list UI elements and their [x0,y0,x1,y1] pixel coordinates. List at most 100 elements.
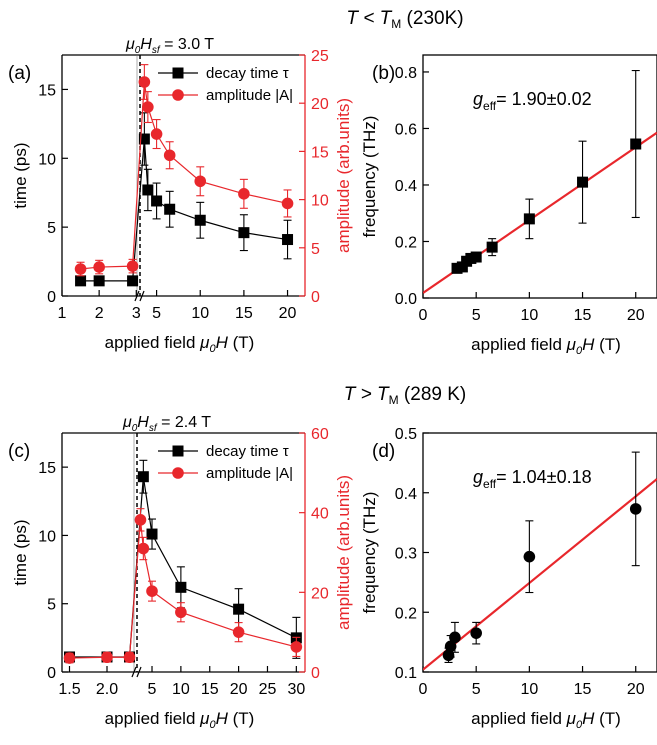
y-axis-label-right: amplitude (arb.units) [334,475,353,630]
series-amplitude [63,508,303,664]
y-tick-label-right: 20 [311,96,329,113]
panel-label: (c) [8,441,30,462]
y-tick-label-right: 60 [311,426,329,443]
y-tick-label-right: 10 [311,193,329,210]
y-tick-label: 0.4 [395,486,417,503]
y-tick-label: 0.2 [395,234,417,251]
x-tick-label: 20 [279,305,297,322]
axis-break-mark-1 [131,666,137,678]
panel-label: (a) [8,63,31,84]
data-point [138,76,151,88]
data-point [238,188,250,200]
data-point [93,261,105,273]
y-axis-label-left: time (ps) [11,519,30,585]
panel-d: 0.1 0.2 0.3 0.4 0.5 0 5 10 15 20 frequency (THz) ap… [360,426,657,731]
data-point [449,631,461,644]
legend-marker [172,67,184,79]
y-tick-label-right: 0 [311,289,320,306]
y-axis-label-right: amplitude (arb.units) [334,98,353,253]
data-point [146,585,158,597]
y-tick-label-left: 5 [47,597,56,614]
y-tick-label: 0.2 [395,605,417,622]
data-point [63,652,76,664]
data-point [238,227,250,239]
y-tick-label: 0.0 [395,291,417,308]
data-point [142,101,154,113]
legend-label: decay time τ [206,443,289,460]
x-tick-label: 15 [235,305,253,322]
data-point [151,195,163,207]
y-axis-label: frequency (THz) [360,116,379,238]
x-tick-label: 20 [230,681,248,698]
series-line [80,81,288,270]
data-point [175,581,187,593]
legend-label: amplitude |A| [206,87,293,104]
data-point [123,651,136,664]
data-point [281,197,294,210]
panel-b: 0.0 0.2 0.4 0.6 0.8 0 5 10 15 20 frequency (THz) ap… [360,54,657,357]
series-amplitude [74,64,294,277]
y-tick-label-right: 15 [311,144,329,161]
data-point [194,214,206,226]
y-tick-label-left: 5 [47,220,56,237]
x-tick-label: 15 [574,681,592,698]
y-axis-label: frequency (THz) [360,492,379,614]
panel-label: (b) [372,63,395,84]
data-point [101,651,113,664]
x-tick-label: 25 [259,681,277,698]
data-point [138,133,150,145]
x-tick-label: 20 [627,681,645,698]
data-point [456,261,468,273]
x-tick-label: 1 [58,305,67,322]
y-axis-label-left: time (ps) [11,142,30,208]
data-point [486,241,498,253]
y-tick-label-left: 15 [38,460,56,477]
y-tick-label-left: 10 [38,151,56,168]
axis-break-mark-1 [134,290,140,302]
data-point [175,606,187,619]
x-axis-label: applied field μ0H (T) [471,709,621,731]
legend-label: decay time τ [206,65,289,82]
data-point [137,542,150,555]
axis-break-mark-2 [139,290,145,302]
x-tick-label: 3 [132,305,141,322]
data-point [470,251,482,263]
y-tick-label-left: 15 [38,82,56,99]
panel-label: (d) [372,441,395,462]
y-tick-label-right: 20 [311,585,329,602]
g-eff-annotation: geff= 1.04±0.18 [473,467,592,491]
y-tick-label-left: 0 [47,665,56,682]
data-point [127,275,139,287]
data-point [150,128,163,140]
data-point [282,234,294,246]
y-tick-label-right: 5 [311,241,320,258]
x-tick-label: 0 [419,681,428,698]
x-tick-label: 20 [627,307,645,324]
data-point [290,641,303,653]
data-point [194,175,207,188]
x-tick-label: 2 [95,305,104,322]
data-point [523,550,536,563]
data-point [134,514,147,526]
data-point [444,640,457,653]
x-tick-label: 5 [152,305,161,322]
y-tick-label: 0.4 [395,178,417,195]
x-tick-label: 15 [201,681,219,698]
data-point [233,603,245,615]
data-point [126,260,139,272]
plot-frame [422,54,657,299]
x-axis-label: applied field μ0H (T) [105,333,255,355]
y-tick-label: 0.5 [395,426,417,443]
x-tick-label: 10 [520,307,538,324]
legend-marker [172,445,184,457]
legend-marker [172,89,184,101]
data-point [142,184,154,196]
data-point [146,528,158,540]
series-frequency [442,451,642,663]
x-tick-label: 15 [574,307,592,324]
spin-flop-label: μ0Hsf = 3.0 T [125,36,214,56]
y-tick-label-right: 40 [311,506,329,523]
data-point [164,203,176,215]
y-tick-label-left: 0 [47,289,56,306]
